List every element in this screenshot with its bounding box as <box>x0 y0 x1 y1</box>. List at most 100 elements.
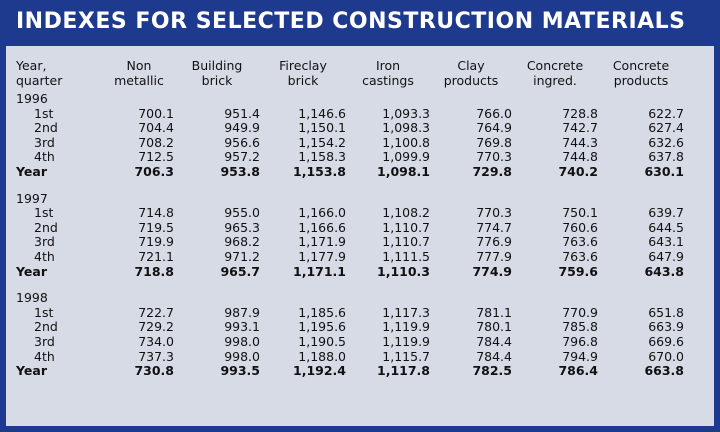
index-value: 1,100.8 <box>382 134 430 150</box>
quarter-row: 3rd 708.2 956.6 1,154.2 1,100.8 769.8 744.3 632… <box>16 134 684 151</box>
annual-average-row: Year 706.3 953.8 1,153.8 1,098.1 729.8 740.2 63… <box>16 163 684 180</box>
quarter-row: 1st 714.8 955.0 1,166.0 1,108.2 770.3 750.1 639… <box>16 206 684 221</box>
row-label: 3rd <box>34 234 55 250</box>
quarter-row: 2nd 719.5 965.3 1,166.6 1,110.7 774.7 760.6 644… <box>16 219 684 236</box>
column-header-line: castings <box>362 73 414 88</box>
column-header-line: Year, <box>16 58 47 73</box>
index-value: 734.0 <box>138 333 174 349</box>
index-value: 729.8 <box>472 163 512 179</box>
index-value: 728.8 <box>562 105 598 121</box>
column-header-line: products <box>443 73 499 88</box>
spacer-cell <box>16 180 684 192</box>
column-header: Fireclay brick <box>260 58 346 92</box>
index-value: 651.8 <box>648 304 684 320</box>
index-value: 1,117.8 <box>377 363 430 379</box>
index-value: 630.1 <box>644 163 684 179</box>
column-header-line: brick <box>201 73 233 88</box>
column-header: Iron castings <box>346 58 430 92</box>
column-header: Concrete products <box>598 58 684 92</box>
index-value: 1,115.7 <box>382 348 430 364</box>
index-value: 742.7 <box>562 120 598 136</box>
header-row: Year, quarter Non metallic Building brick Fire… <box>16 58 684 92</box>
index-value: 1,166.6 <box>298 219 346 235</box>
row-label: 1st <box>34 105 54 121</box>
column-header-line: metallic <box>114 73 164 88</box>
year-row: 1996 <box>16 91 684 107</box>
quarter-row: 4th 712.5 957.2 1,158.3 1,099.9 770.3 744.8 637… <box>16 150 684 165</box>
index-value: 1,166.0 <box>298 205 346 221</box>
index-value: 632.6 <box>648 134 684 150</box>
data-table: Year, quarter Non metallic Building brick Fire… <box>16 58 684 379</box>
index-value: 1,190.5 <box>298 333 346 349</box>
index-value: 953.8 <box>220 163 260 179</box>
index-value: 993.5 <box>220 363 260 379</box>
index-value: 781.1 <box>476 304 512 320</box>
index-value: 993.1 <box>224 319 260 335</box>
row-label: 3rd <box>34 333 55 349</box>
index-value: 1,153.8 <box>293 163 346 179</box>
index-value: 957.2 <box>224 149 260 165</box>
index-value: 622.7 <box>648 105 684 121</box>
index-value: 794.9 <box>562 348 598 364</box>
index-value: 796.8 <box>562 333 598 349</box>
index-value: 763.6 <box>562 234 598 250</box>
index-value: 763.6 <box>562 248 598 264</box>
index-value: 782.5 <box>472 363 512 379</box>
index-value: 704.4 <box>138 120 174 136</box>
quarter-row: 4th 737.3 998.0 1,188.0 1,115.7 784.4 794.9 670… <box>16 348 684 365</box>
index-value: 766.0 <box>476 105 512 121</box>
index-value: 750.1 <box>562 205 598 221</box>
index-value: 1,192.4 <box>293 363 346 379</box>
index-value: 949.9 <box>224 120 260 136</box>
index-value: 1,177.9 <box>298 248 346 264</box>
index-value: 1,099.9 <box>382 149 430 165</box>
index-value: 776.9 <box>476 234 512 250</box>
row-label: Year <box>16 163 47 179</box>
column-header-line: Concrete <box>612 58 670 73</box>
index-value: 670.0 <box>648 348 684 364</box>
column-header-line: Fireclay <box>279 58 327 73</box>
index-value: 729.2 <box>138 319 174 335</box>
title-bar: Indexes for selected construction materi… <box>0 0 720 44</box>
quarter-row: 1st 700.1 951.4 1,146.6 1,093.3 766.0 728.8 622… <box>16 105 684 122</box>
index-value: 643.8 <box>644 263 684 279</box>
year-row: 1997 <box>16 191 684 207</box>
index-value: 1,110.7 <box>382 234 430 250</box>
index-value: 740.2 <box>558 163 598 179</box>
table-header: Year, quarter Non metallic Building brick Fire… <box>16 58 684 92</box>
index-value: 737.3 <box>138 348 174 364</box>
index-value: 987.9 <box>224 304 260 320</box>
annual-average-row: Year 718.8 965.7 1,171.1 1,110.3 774.9 759.6 64… <box>16 263 684 280</box>
index-value: 1,098.1 <box>377 163 430 179</box>
index-value: 719.5 <box>138 219 174 235</box>
index-value: 639.7 <box>648 205 684 221</box>
index-value: 955.0 <box>224 205 260 221</box>
index-value: 1,093.3 <box>382 105 430 121</box>
index-value: 1,150.1 <box>298 120 346 136</box>
quarter-row: 2nd 704.4 949.9 1,150.1 1,098.3 764.9 742.7 627… <box>16 121 684 136</box>
column-header-line: Iron <box>375 58 401 73</box>
index-value: 998.0 <box>224 333 260 349</box>
index-value: 1,171.9 <box>298 234 346 250</box>
row-label: 2nd <box>34 120 58 136</box>
index-value: 719.9 <box>138 234 174 250</box>
index-value: 700.1 <box>138 105 174 121</box>
year-label: 1996 <box>16 91 48 106</box>
table-title: Indexes for selected construction materi… <box>16 9 686 34</box>
index-value: 1,146.6 <box>298 105 346 121</box>
index-value: 780.1 <box>476 319 512 335</box>
index-value: 760.6 <box>562 219 598 235</box>
index-value: 718.8 <box>134 263 174 279</box>
column-header-line: quarter <box>16 73 63 88</box>
annual-average-row: Year 730.8 993.5 1,192.4 1,117.8 782.5 786.4 66… <box>16 363 684 379</box>
column-header-line: Non <box>126 58 152 73</box>
row-label: Year <box>16 363 47 379</box>
row-label: 1st <box>34 304 54 320</box>
index-value: 968.2 <box>224 234 260 250</box>
index-value: 627.4 <box>648 120 684 136</box>
index-value: 965.3 <box>224 219 260 235</box>
column-header: Non metallic <box>104 58 174 92</box>
column-header: Building brick <box>174 58 260 92</box>
index-value: 1,171.1 <box>293 263 346 279</box>
